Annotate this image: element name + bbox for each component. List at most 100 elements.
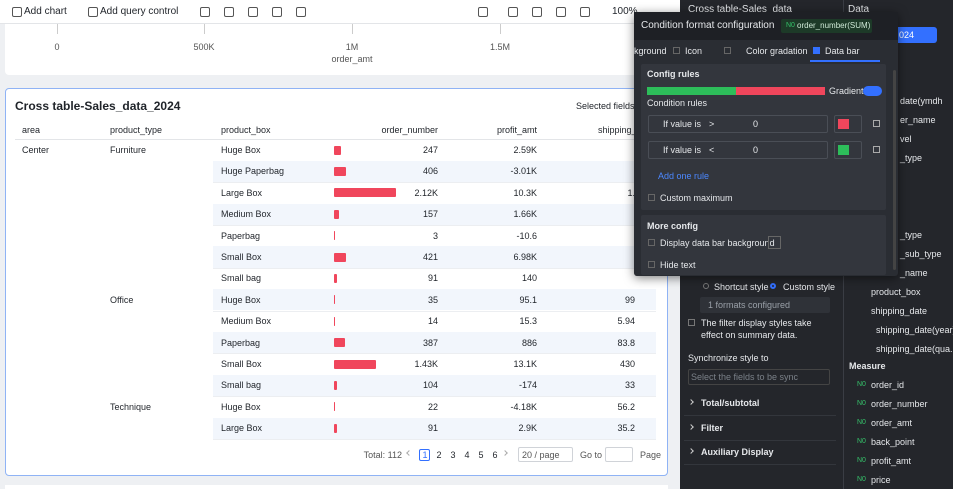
cell: 35 (427, 294, 438, 305)
tab-checkbox (813, 47, 820, 54)
page-size-box[interactable] (518, 447, 573, 462)
format-box[interactable] (700, 297, 830, 313)
cell: Huge Box (221, 401, 261, 412)
page-number[interactable]: 3 (450, 450, 456, 460)
toggle[interactable] (863, 86, 882, 96)
goto-input[interactable] (605, 447, 633, 462)
rule-row (648, 141, 828, 159)
tab[interactable]: Icon (685, 46, 703, 56)
page-number[interactable]: 5 (478, 450, 484, 460)
rule-value[interactable]: 0 (753, 119, 759, 129)
toolbar-icon (478, 7, 488, 17)
checkbox-label: Display data bar background (660, 238, 775, 248)
cell: Paperbag (221, 230, 261, 241)
toolbar-icon (556, 7, 566, 17)
column-header: order_number (381, 125, 438, 135)
data-bar (334, 295, 336, 305)
rule-row (648, 115, 828, 133)
dimension-field[interactable]: product_box (871, 287, 921, 297)
cell: 95.1 (519, 294, 537, 305)
measure-field[interactable]: profit_amt (871, 456, 912, 466)
dimension-field[interactable]: shipping_date (871, 306, 928, 316)
cell: 3 (432, 230, 438, 241)
row-line (213, 267, 656, 269)
row-shade (213, 289, 656, 311)
measure-field[interactable]: price (871, 475, 891, 485)
dimension-field[interactable]: _type (900, 153, 923, 163)
row-shade (213, 160, 656, 183)
page-current (419, 449, 430, 461)
dimension-field[interactable]: date(ymdh (900, 96, 943, 106)
dimension-field[interactable]: vel (900, 134, 912, 144)
color-picker[interactable] (834, 115, 862, 133)
sync-select[interactable] (688, 369, 830, 385)
x-tick-label: 0 (54, 42, 60, 52)
color-picker[interactable] (834, 141, 862, 159)
tag-icon: N0 (786, 22, 795, 29)
page-number[interactable]: 6 (492, 450, 498, 460)
column-header: area (22, 125, 41, 135)
cell: Office (110, 294, 134, 305)
dimension-field[interactable]: _name (900, 268, 928, 278)
rule-value[interactable]: 0 (753, 145, 759, 155)
data-bar (334, 423, 337, 433)
measure-field[interactable]: order_number (871, 399, 928, 409)
radio-label: Custom style (783, 282, 836, 292)
toolbar-button[interactable]: Add chart (24, 6, 67, 17)
delete-icon[interactable] (873, 146, 880, 153)
radio-label: Shortcut style (714, 282, 769, 292)
measure-title: Measure (849, 361, 886, 371)
tab-underline (810, 60, 880, 62)
toolbar-icon (88, 7, 98, 17)
dimension-field[interactable]: shipping_date(qua... (876, 344, 953, 354)
year-button[interactable] (895, 27, 937, 43)
add-rule[interactable]: Add one rule (658, 171, 710, 181)
cell: Technique (110, 401, 152, 412)
dimension-field[interactable]: _type (900, 230, 923, 240)
rule-label: If value is (663, 145, 702, 155)
section-title: Config rules (647, 69, 700, 79)
data-bar (334, 252, 347, 262)
checkbox (648, 239, 655, 246)
column-header: shipping_ (598, 125, 637, 135)
panel-title: Cross table-Sales_data (688, 4, 792, 15)
page-number[interactable]: 1 (422, 450, 428, 460)
radio (770, 283, 776, 289)
section-header[interactable]: Filter (701, 422, 724, 433)
tab[interactable]: Data bar (825, 46, 860, 56)
row-line (213, 353, 656, 355)
tab-checkbox (673, 47, 680, 54)
measure-field[interactable]: order_amt (871, 418, 913, 428)
field-icon: N0 (857, 438, 866, 445)
rule-operator[interactable]: < (709, 145, 715, 155)
measure-field[interactable]: order_id (871, 380, 905, 390)
dimension-field[interactable]: shipping_date(year) (876, 325, 953, 335)
tab[interactable]: Color gradation (746, 46, 808, 56)
page-label: Page (640, 450, 662, 460)
color-swatch (838, 145, 849, 155)
delete-icon[interactable] (873, 120, 880, 127)
dimension-field[interactable]: _sub_type (900, 249, 942, 259)
tab[interactable]: kground (634, 46, 667, 56)
section-header[interactable]: Auxiliary Display (701, 447, 774, 457)
column-header: profit_amt (496, 125, 537, 135)
dimension-field[interactable]: er_name (900, 115, 936, 125)
toolbar-button[interactable]: Add query control (100, 6, 179, 17)
measure-field[interactable]: back_point (871, 437, 915, 447)
cell: 1. (627, 187, 635, 198)
page-number[interactable]: 4 (464, 450, 470, 460)
rule-label: If value is (663, 119, 702, 129)
cell: 2.9K (518, 423, 537, 434)
section-header[interactable]: Total/subtotal (701, 398, 760, 408)
checkbox (648, 261, 655, 268)
cell: Small bag (221, 273, 262, 284)
cell: 5.94 (617, 316, 635, 327)
page-number[interactable]: 2 (436, 450, 442, 460)
axis-label: order_amt (331, 54, 373, 64)
more-section (641, 215, 886, 275)
zoom-level[interactable]: 100% (612, 6, 638, 17)
rule-operator[interactable]: > (709, 119, 715, 129)
field-icon: N0 (857, 457, 866, 464)
cell: Huge Box (221, 294, 261, 305)
